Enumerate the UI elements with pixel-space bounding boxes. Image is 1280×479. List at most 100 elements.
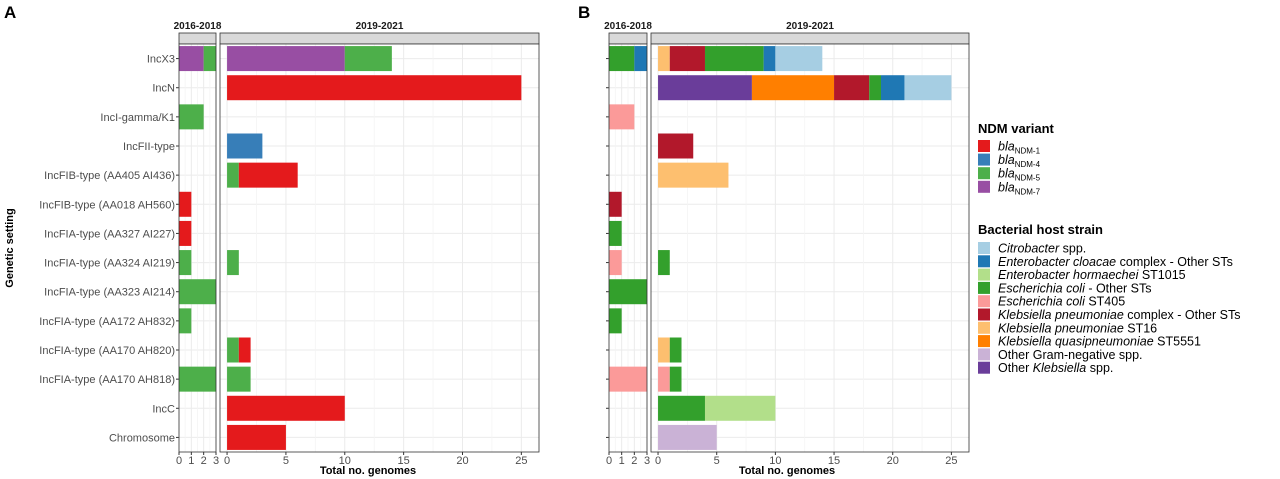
bar-segment [609,220,622,246]
bar-segment [179,191,192,217]
facet-1: 2019-2021 0 5 10 15 20 25 [650,21,970,467]
bar-segment [179,308,192,334]
bar-segment [179,220,192,246]
legend-label-part: complex - Other STs [1116,255,1233,269]
legend-key [978,180,990,193]
y-tick-label: IncFIA-type (AA170 AH820) [39,345,175,357]
bar-segment [763,46,776,72]
legend-label-part: ST16 [1124,321,1157,335]
legend-label: Enterobacter cloacae complex - Other STs [998,255,1233,269]
bar-segment [658,133,694,159]
facet-strip [650,32,970,45]
y-tick-label: IncFIB-type (AA405 AI436) [44,170,175,182]
x-tick-label: 25 [515,455,527,467]
bar-segment [704,46,764,72]
x-tick-label: 10 [339,455,351,467]
legend-title: Bacterial host strain [978,222,1103,237]
bar-segment [658,424,717,450]
bar-segment [238,162,298,188]
legend-label-part: bla [998,167,1015,181]
legend-label: Other Gram-negative spp. [998,348,1143,362]
bar-segment [227,133,263,159]
bar-segment [609,191,622,217]
x-tick-label: 1 [188,455,194,467]
legend-label-part: bla [998,153,1015,167]
legend-label-part: NDM-7 [1015,187,1041,196]
legend-title: NDM variant [978,121,1055,136]
bar-segment [227,395,345,421]
legend-label: blaNDM-1 [998,140,1041,156]
x-tick-label: 15 [398,455,410,467]
x-tick-label: 1 [619,455,625,467]
x-tick-label: 3 [213,455,219,467]
bar-segment [179,279,216,305]
legend-label: Citrobacter spp. [998,242,1086,256]
bar-segment [634,46,647,72]
legend-label: Escherichia coli ST405 [998,295,1125,309]
bar-segment [609,46,635,72]
legend-label-part: bla [998,140,1015,154]
y-tick-label: IncFIA-type (AA170 AH818) [39,374,175,386]
facet-strip-label: 2016-2018 [174,21,222,32]
bar-segment [609,104,635,130]
legend-label-part: - Other STs [1085,281,1152,295]
facet-strip [608,32,648,45]
bar-segment [775,46,823,72]
bar-segment [669,46,705,72]
legend-key [978,153,990,166]
legend-label-part: spp. [1059,242,1086,256]
legend-key [978,348,990,361]
y-tick-label: IncFII-type [123,141,175,153]
legend-key [978,361,990,374]
x-tick-label: 10 [769,455,781,467]
legend-label: blaNDM-7 [998,180,1041,196]
facet-0: 2016-2018 0 1 2 3 [604,21,652,467]
legend-label-part: ST1015 [1138,268,1185,282]
bar-segment [658,250,670,276]
legend-key [978,140,990,152]
legend-label-part: Klebsiella [1033,361,1087,375]
legend-label: Klebsiella pneumoniae ST16 [998,321,1157,335]
facet-strip [219,32,540,45]
y-tick-label: IncC [152,403,175,415]
x-tick-label: 0 [655,455,661,467]
panel-letter: B [578,3,590,22]
legend-label-part: bla [998,180,1015,194]
bar-segment [227,162,239,188]
bar-segment [609,279,647,305]
facet-strip-label: 2019-2021 [356,21,404,32]
bar-segment [869,75,881,101]
y-tick-label: IncFIB-type (AA018 AH560) [39,199,175,211]
legend-label-part: Other Gram-negative spp. [998,348,1143,362]
bar-segment [658,366,670,392]
x-tick-label: 5 [714,455,720,467]
x-tick-label: 0 [176,455,182,467]
x-tick-label: 3 [644,455,650,467]
legend-label-part: Klebsiella quasipneumoniae [998,335,1154,349]
bar-segment [179,250,192,276]
legend-label-part: ST5551 [1154,335,1201,349]
legend-label: Klebsiella pneumoniae complex - Other ST… [998,308,1240,322]
legend-label: Other Klebsiella spp. [998,361,1113,375]
facet-strip-label: 2016-2018 [604,21,652,32]
bar-segment [238,337,251,363]
legend-label-part: NDM-4 [1015,160,1041,169]
y-tick-label: IncFIA-type (AA324 AI219) [44,258,175,270]
bar-segment [658,75,752,101]
bar-segment [658,395,705,421]
legend-label-part: Other [998,361,1033,375]
bar-segment [227,75,522,101]
bar-segment [609,250,622,276]
legend-label-part: Enterobacter hormaechei [998,268,1140,282]
bar-segment [344,46,392,72]
x-axis-title: Total no. genomes [739,465,835,477]
legend-label-part: Citrobacter [998,242,1060,256]
bar-segment [227,250,239,276]
bar-segment [227,424,286,450]
legend-label: Klebsiella quasipneumoniae ST5551 [998,335,1201,349]
x-tick-label: 15 [828,455,840,467]
x-tick-label: 20 [456,455,468,467]
legend-key [978,167,990,180]
y-tick-label: Chromosome [109,432,175,444]
